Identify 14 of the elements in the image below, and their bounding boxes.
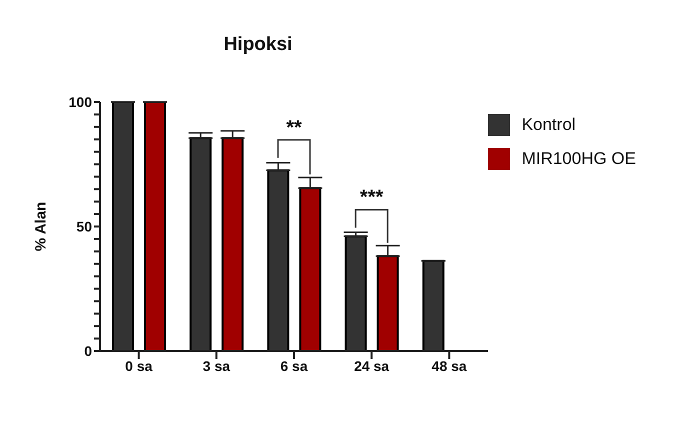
x-tick-label: 24 sa [354,358,390,374]
x-tick-label: 0 sa [125,358,153,374]
legend-label: MIR100HG OE [522,149,636,169]
y-axis-title: % Alan [32,202,50,252]
annotation: ** [286,116,302,139]
y-tick-label: 100 [68,94,92,110]
annotation: *** [360,186,384,209]
y-tick-label: 50 [76,218,92,234]
y-tick-label: 0 [84,342,92,359]
x-tick-label: 3 sa [202,358,230,374]
x-tick-label: 48 sa [432,358,467,374]
legend-label: Kontrol [522,115,576,135]
x-tick-label: 6 sa [280,358,308,374]
chart-title: Hipoksi [222,34,294,56]
